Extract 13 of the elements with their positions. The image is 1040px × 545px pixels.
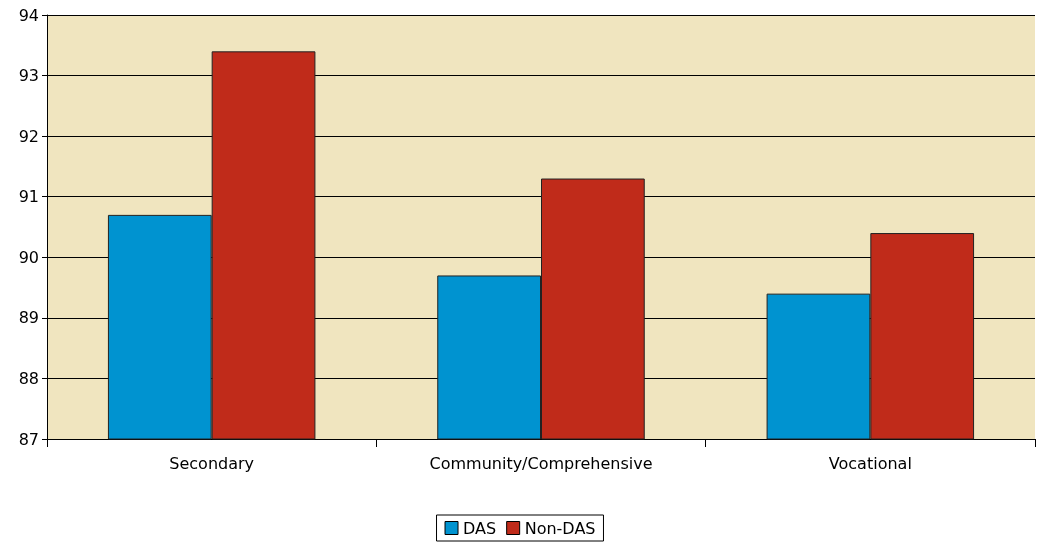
y-tick-label: 93 — [18, 66, 39, 86]
y-tick-label: 94 — [18, 5, 39, 25]
y-tick-label: 89 — [18, 308, 39, 328]
y-tick-label: 87 — [18, 429, 39, 449]
x-tick-label: Secondary — [169, 453, 255, 473]
x-tick-label: Community/Comprehensive — [429, 453, 653, 473]
y-tick-label: 90 — [18, 247, 39, 267]
legend-label: Non-DAS — [524, 518, 596, 538]
y-tick-label: 91 — [18, 187, 39, 207]
legend-label: DAS — [463, 518, 497, 538]
x-tick-label: Vocational — [828, 453, 912, 473]
y-tick-label: 92 — [18, 126, 39, 146]
y-tick-label: 88 — [18, 368, 39, 388]
